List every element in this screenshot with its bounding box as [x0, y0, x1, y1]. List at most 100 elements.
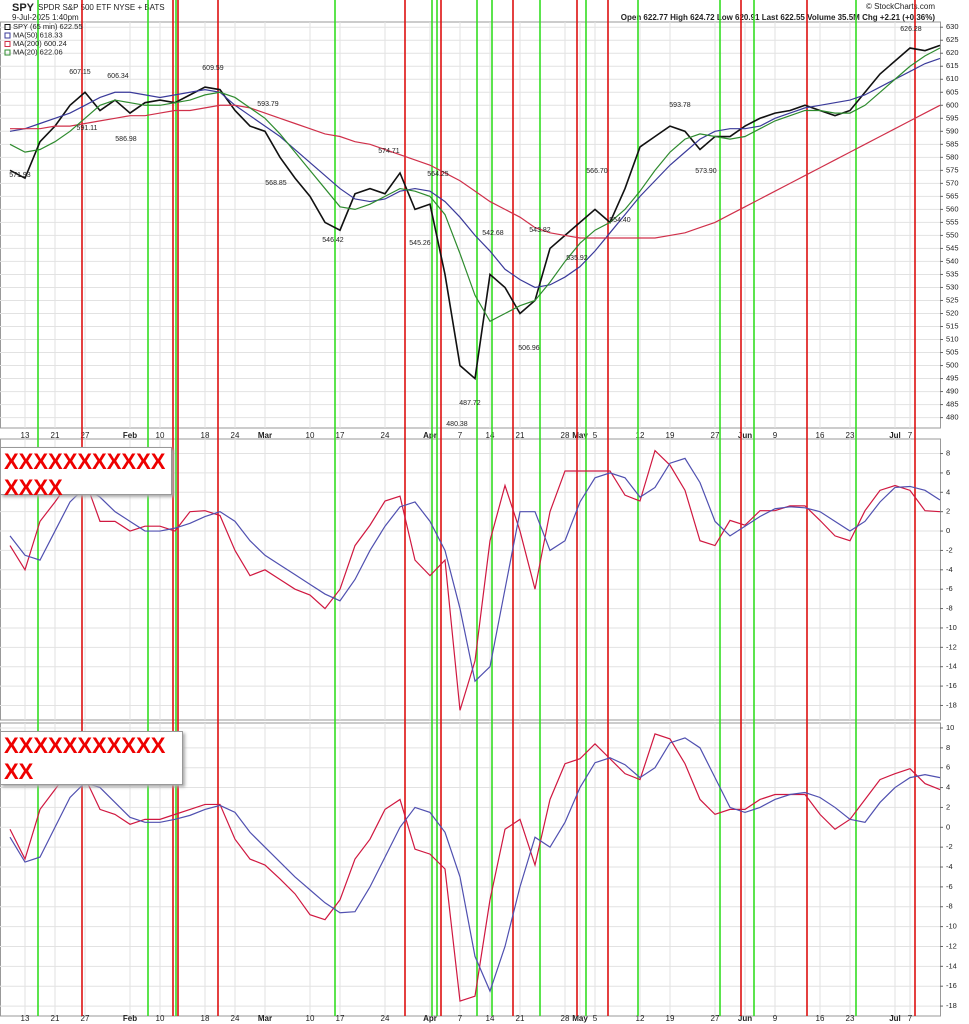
signal-lines [37, 0, 916, 1016]
y-tick-label: -2 [946, 545, 953, 554]
series-line [9, 47, 941, 323]
price-annotation: 543.82 [529, 227, 551, 234]
y-tick-label: -14 [946, 662, 957, 671]
legend-label: MA(50) 618.33 [13, 30, 63, 39]
y-tick-label: -12 [946, 642, 957, 651]
redaction-box: XXXXXXXXXXXXXXX [0, 447, 172, 500]
y-tick-label: -2 [946, 842, 953, 851]
y-tick-label: 490 [946, 387, 959, 396]
y-tick-label: 630 [946, 22, 959, 31]
price-annotation: 554.40 [609, 217, 631, 224]
series-line [9, 457, 941, 683]
x-tick-label: 21 [51, 1014, 60, 1023]
y-tick-label: -4 [946, 862, 953, 871]
y-tick-label: -6 [946, 584, 953, 593]
price-annotation: 573.90 [695, 168, 717, 175]
price-annotation: 593.78 [669, 102, 691, 109]
y-tick-label: -12 [946, 941, 957, 950]
x-tick-label: 9 [773, 431, 778, 440]
y-tick-label: 4 [946, 487, 950, 496]
y-tick-label: 545 [946, 243, 959, 252]
y-tick-label: 535 [946, 269, 959, 278]
price-annotation: 607.15 [69, 69, 91, 76]
y-tick-label: 585 [946, 139, 959, 148]
price-annotation: 609.59 [202, 65, 224, 72]
x-tick-label: 24 [381, 1014, 390, 1023]
plot-frame [0, 21, 941, 429]
price-annotation: 568.85 [265, 180, 287, 187]
series-line [9, 44, 941, 381]
x-tick-label: 7 [908, 431, 913, 440]
x-tick-label: May [572, 431, 588, 440]
x-tick-label: Feb [123, 1014, 137, 1023]
price-annotation: 487.72 [459, 400, 481, 407]
y-tick-label: -4 [946, 565, 953, 574]
x-tick-label: 10 [306, 431, 315, 440]
y-tick-label: 565 [946, 191, 959, 200]
y-tick-label: 530 [946, 282, 959, 291]
x-tick-label: 7 [458, 1014, 463, 1023]
y-tick-label: 555 [946, 217, 959, 226]
price-annotation: 546.42 [322, 237, 344, 244]
date: 9-Jul-2025 1:40pm [12, 13, 79, 22]
legend-swatch [4, 32, 11, 39]
symbol: SPY [12, 2, 35, 14]
y-tick-label: 500 [946, 361, 959, 370]
y-tick-label: 510 [946, 334, 959, 343]
x-tick-label: 23 [846, 1014, 855, 1023]
y-tick-label: -10 [946, 623, 957, 632]
x-tick-label: Jul [889, 431, 901, 440]
price-annotation: 586.98 [115, 136, 137, 143]
legend-label: MA(20) 622.06 [13, 47, 63, 56]
x-tick-label: 17 [336, 1014, 345, 1023]
x-tick-label: 13 [21, 1014, 30, 1023]
y-tick-label: 590 [946, 126, 959, 135]
price-annotation: 535.92 [566, 255, 588, 262]
x-tick-label: 27 [81, 1014, 90, 1023]
x-tick-label: Mar [258, 1014, 272, 1023]
y-tick-label: 575 [946, 165, 959, 174]
legend-swatch [4, 41, 11, 47]
y-tick-label: -8 [946, 902, 953, 911]
price-annotation: 480.38 [446, 421, 468, 428]
x-tick-label: May [572, 1014, 588, 1023]
y-tick-label: 2 [946, 802, 950, 811]
x-tick-label: 28 [561, 1014, 570, 1023]
y-tick-label: -6 [946, 882, 953, 891]
y-tick-label: -18 [946, 700, 957, 709]
price-annotation: 593.79 [257, 101, 279, 108]
y-tick-label: 560 [946, 204, 959, 213]
plot-frame [0, 722, 941, 1017]
legend-label: MA(200) 600.24 [13, 39, 67, 48]
x-tick-label: 19 [666, 1014, 675, 1023]
y-tick-label: 485 [946, 400, 959, 409]
x-tick-label: 12 [636, 431, 645, 440]
x-tick-label: Feb [123, 431, 137, 440]
price-annotation: 571.93 [9, 172, 31, 179]
price-annotation: 566.70 [586, 168, 608, 175]
quote: Open 622.77 High 624.72 Low 620.91 Last … [621, 13, 936, 22]
y-tick-label: 620 [946, 48, 959, 57]
series-line [9, 737, 941, 993]
price-annotation: 574.71 [378, 148, 400, 155]
y-tick-label: 520 [946, 308, 959, 317]
x-tick-label: Apr [423, 1014, 437, 1023]
x-tick-label: Jun [738, 1014, 752, 1023]
x-tick-label: 28 [561, 431, 570, 440]
price-annotation: 545.26 [409, 240, 431, 247]
x-tick-label: 27 [711, 1014, 720, 1023]
y-tick-label: 4 [946, 783, 950, 792]
y-tick-label: 615 [946, 61, 959, 70]
price-annotation: 506.96 [518, 345, 540, 352]
y-tick-label: 515 [946, 321, 959, 330]
source: © StockCharts.com [866, 2, 935, 11]
price-annotation: 606.34 [107, 73, 129, 80]
y-tick-label: 570 [946, 178, 959, 187]
x-tick-label: Jul [889, 1014, 901, 1023]
x-tick-label: 7 [908, 1014, 913, 1023]
y-tick-label: -16 [946, 981, 957, 990]
y-tick-label: -8 [946, 604, 953, 613]
x-tick-label: 12 [636, 1014, 645, 1023]
